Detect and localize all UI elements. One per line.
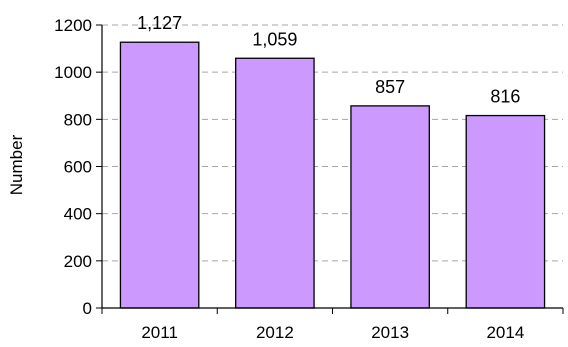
bar-2011 bbox=[120, 42, 198, 308]
value-label-2011: 1,127 bbox=[137, 13, 182, 33]
bars bbox=[120, 42, 544, 308]
x-tick-label-2013: 2013 bbox=[371, 323, 409, 342]
y-tick-label-600: 600 bbox=[64, 158, 92, 177]
y-tick-label-200: 200 bbox=[64, 252, 92, 271]
value-label-2013: 857 bbox=[375, 77, 405, 97]
y-axis-title: Number bbox=[7, 134, 26, 195]
x-tick-labels: 2011 2012 2013 2014 bbox=[141, 323, 524, 342]
value-label-2012: 1,059 bbox=[252, 29, 297, 49]
y-tick-label-400: 400 bbox=[64, 205, 92, 224]
bar-2014 bbox=[466, 116, 544, 308]
y-tick-labels: 0 200 400 600 800 1000 1200 bbox=[54, 16, 92, 318]
bar-2012 bbox=[236, 58, 314, 308]
value-label-2014: 816 bbox=[490, 87, 520, 107]
x-tick-label-2012: 2012 bbox=[256, 323, 294, 342]
y-tick-label-0: 0 bbox=[83, 299, 92, 318]
y-tick-label-1000: 1000 bbox=[54, 63, 92, 82]
x-tick-label-2014: 2014 bbox=[486, 323, 524, 342]
bar-2013 bbox=[351, 106, 429, 308]
y-tick-label-1200: 1200 bbox=[54, 16, 92, 35]
x-tick-label-2011: 2011 bbox=[141, 323, 178, 342]
y-tick-label-800: 800 bbox=[64, 110, 92, 129]
